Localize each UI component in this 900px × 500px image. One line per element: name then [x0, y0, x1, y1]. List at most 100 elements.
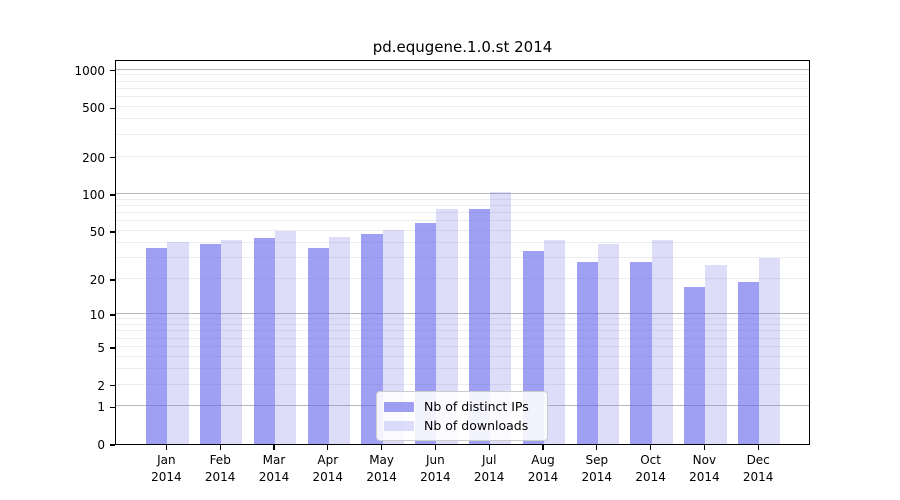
y-tick-mark-50	[110, 231, 115, 233]
bar-nov-distinct-ips	[684, 287, 706, 444]
gridline-60	[116, 220, 809, 222]
gridline-3	[116, 367, 809, 369]
bar-oct-distinct-ips	[630, 261, 652, 444]
x-tick-label-jul: Jul 2014	[473, 453, 505, 484]
gridline-300	[116, 133, 809, 135]
y-tick-label-100: 100	[82, 187, 105, 202]
legend-row-downloads: Nb of downloads	[384, 416, 539, 435]
x-tick-mark-jul	[488, 445, 490, 450]
gridline-70	[116, 212, 809, 213]
gridline-400	[116, 118, 809, 120]
gridline-100	[116, 192, 809, 194]
bar-jul-downloads	[490, 191, 512, 444]
bar-jan-downloads	[167, 241, 189, 444]
gridline-1000	[116, 68, 809, 70]
x-tick-mark-jan	[165, 445, 168, 450]
bar-sep-distinct-ips	[576, 261, 598, 444]
bar-mar-downloads	[275, 231, 297, 444]
gridline-700	[116, 88, 809, 89]
legend-row-distinct-ips: Nb of distinct IPs	[384, 397, 539, 416]
gridline-50	[116, 230, 809, 231]
gridline-5	[116, 345, 809, 347]
gridline-10	[116, 313, 809, 315]
bar-may-downloads	[382, 229, 404, 444]
gridline-600	[116, 96, 809, 98]
bar-aug-downloads	[544, 240, 566, 444]
y-tick-label-1000: 1000	[74, 63, 105, 78]
y-tick-label-5: 5	[97, 340, 105, 355]
gridline-2	[116, 383, 809, 385]
y-tick-mark-200	[110, 157, 115, 159]
gridline-900	[116, 74, 809, 76]
chart-title: pd.equgene.1.0.st 2014	[372, 38, 553, 56]
y-tick-label-2: 2	[97, 378, 105, 393]
y-tick-label-1: 1	[97, 400, 105, 415]
x-tick-label-feb: Feb 2014	[204, 453, 236, 484]
legend-swatch-distinct-ips	[384, 401, 414, 412]
legend-label-downloads: Nb of downloads	[424, 418, 529, 433]
y-tick-label-10: 10	[89, 308, 105, 323]
gridline-8	[116, 324, 809, 325]
gridline-90	[116, 198, 809, 200]
gridline-7	[116, 330, 809, 332]
gridline-500	[116, 106, 809, 108]
bar-oct-downloads	[651, 240, 673, 444]
bar-feb-downloads	[221, 240, 243, 444]
bar-sep-downloads	[597, 244, 620, 444]
y-tick-mark-20	[110, 279, 115, 281]
x-tick-mark-jun	[434, 445, 437, 450]
bar-jun-downloads	[436, 208, 458, 444]
legend-label-distinct-ips: Nb of distinct IPs	[424, 399, 529, 414]
gridline-4	[116, 355, 809, 357]
x-tick-mark-apr	[327, 445, 329, 450]
y-tick-mark-1	[110, 406, 115, 409]
bar-dec-downloads	[759, 257, 781, 444]
y-tick-mark-2	[110, 384, 115, 387]
y-tick-label-500: 500	[82, 101, 105, 116]
x-tick-mark-mar	[273, 445, 275, 450]
bar-mar-distinct-ips	[253, 237, 275, 444]
legend-swatch-downloads	[384, 420, 414, 431]
y-tick-label-50: 50	[89, 225, 105, 239]
x-tick-label-sep: Sep 2014	[581, 453, 613, 484]
bar-dec-distinct-ips	[737, 281, 760, 444]
x-tick-mark-aug	[542, 445, 544, 450]
y-tick-mark-1000	[110, 70, 115, 72]
x-tick-label-dec: Dec 2014	[742, 453, 774, 484]
x-tick-label-jan: Jan 2014	[151, 453, 182, 484]
gridline-6	[116, 337, 809, 339]
gridline-200	[116, 155, 809, 157]
x-tick-label-nov: Nov 2014	[689, 453, 720, 484]
y-tick-mark-5	[110, 347, 115, 349]
x-tick-mark-feb	[219, 445, 221, 450]
gridline-30	[116, 256, 809, 258]
x-tick-label-may: May 2014	[366, 453, 397, 484]
gridline-9	[116, 318, 809, 320]
bar-jul-distinct-ips	[468, 208, 491, 444]
gridline-80	[116, 204, 809, 206]
legend: Nb of distinct IPs Nb of downloads	[376, 391, 548, 441]
y-tick-label-20: 20	[89, 273, 105, 287]
gridline-800	[116, 80, 809, 82]
x-tick-label-apr: Apr 2014	[312, 453, 344, 484]
bar-nov-downloads	[705, 265, 727, 444]
y-tick-mark-10	[110, 314, 115, 316]
y-tick-label-0: 0	[97, 438, 105, 452]
bar-apr-downloads	[328, 236, 351, 444]
y-tick-label-200: 200	[82, 150, 105, 165]
gridline-40	[116, 241, 809, 243]
y-tick-mark-0	[110, 444, 115, 446]
x-tick-label-jun: Jun 2014	[420, 453, 451, 484]
bar-jan-distinct-ips	[146, 248, 168, 444]
x-tick-mark-sep	[596, 445, 598, 450]
x-tick-mark-may	[380, 445, 383, 450]
bar-jun-distinct-ips	[415, 223, 437, 444]
gridline-20	[116, 278, 809, 279]
y-tick-mark-500	[110, 107, 115, 109]
x-tick-mark-oct	[649, 445, 652, 450]
x-tick-label-oct: Oct 2014	[635, 453, 666, 484]
plot-area	[115, 60, 810, 445]
x-tick-mark-dec	[757, 445, 759, 450]
bar-feb-distinct-ips	[199, 244, 222, 444]
